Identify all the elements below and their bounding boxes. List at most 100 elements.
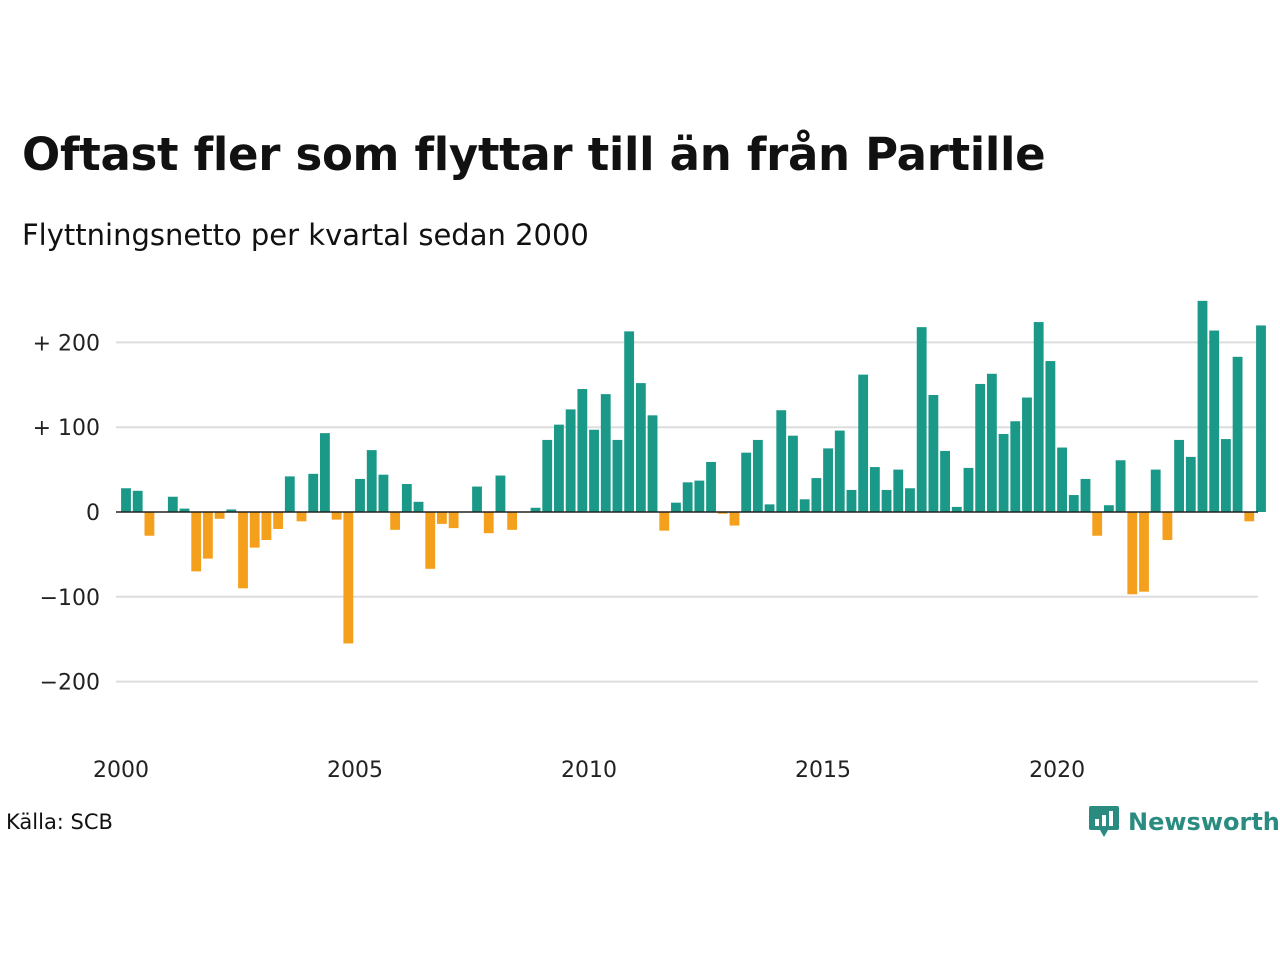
bar — [834, 430, 845, 512]
bar — [179, 508, 190, 512]
bar — [530, 507, 541, 512]
bar — [296, 512, 307, 522]
bar — [951, 506, 962, 512]
bar — [1209, 330, 1220, 512]
x-tick-label: 2010 — [561, 758, 617, 783]
bar — [975, 383, 986, 512]
y-tick-label: + 200 — [33, 331, 100, 356]
bar — [1256, 325, 1266, 512]
bar — [1057, 447, 1067, 512]
x-axis-ticks: 2000 2005 2010 2015 2020 — [93, 758, 1085, 783]
bar — [565, 409, 576, 512]
y-axis-ticks: + 200 + 100 0 −100 −200 — [33, 331, 100, 695]
bar — [752, 439, 763, 512]
bar — [167, 496, 178, 512]
bar — [1010, 421, 1021, 512]
bar — [1033, 322, 1044, 512]
bar — [542, 439, 553, 512]
bar — [554, 424, 564, 512]
bar — [776, 410, 787, 512]
bar — [1139, 512, 1149, 592]
bar — [437, 512, 447, 524]
bar — [413, 501, 424, 512]
bar — [1232, 356, 1243, 512]
y-tick-label: −100 — [40, 586, 100, 611]
bar — [1092, 512, 1103, 536]
bar — [483, 512, 494, 534]
bar — [1045, 361, 1056, 512]
bar — [132, 490, 143, 512]
bar — [495, 475, 506, 512]
bar — [1127, 512, 1138, 595]
bar — [858, 374, 869, 512]
bar — [448, 512, 459, 529]
bar — [1080, 478, 1091, 512]
bar — [717, 512, 728, 514]
y-tick-label: −200 — [40, 671, 100, 696]
bar — [916, 327, 927, 512]
y-tick-label: + 100 — [33, 416, 100, 441]
brand-logo: Newsworthy — [1088, 804, 1280, 840]
gridlines — [116, 341, 1258, 683]
bar — [249, 512, 260, 548]
x-tick-label: 2015 — [795, 758, 851, 783]
bar — [390, 512, 401, 530]
bar — [729, 512, 740, 526]
bar — [741, 452, 752, 512]
bar — [261, 512, 272, 540]
bar — [1115, 460, 1126, 512]
newsworthy-logo-icon — [1089, 806, 1119, 837]
bar — [869, 467, 880, 512]
bar — [589, 429, 599, 512]
bar — [284, 476, 295, 512]
bar — [694, 480, 705, 512]
bar — [963, 467, 974, 512]
bar — [671, 502, 681, 512]
chart-subtitle: Flyttningsnetto per kvartal sedan 2000 — [22, 218, 589, 252]
bar — [647, 415, 658, 512]
bar — [577, 389, 588, 512]
bar — [799, 499, 810, 512]
bar — [1068, 495, 1079, 512]
bar — [425, 512, 436, 569]
x-tick-label: 2020 — [1029, 758, 1085, 783]
bar — [320, 433, 330, 512]
bar — [1244, 512, 1255, 522]
bar — [401, 484, 412, 512]
chart-title: Oftast fler som flyttar till än från Par… — [22, 128, 1046, 181]
bar — [1220, 439, 1231, 512]
bar — [308, 473, 319, 512]
bar — [1197, 300, 1208, 512]
bar — [366, 450, 377, 512]
bar — [273, 512, 284, 529]
bar — [202, 512, 213, 559]
bar — [764, 504, 775, 512]
bar-chart: + 200 + 100 0 −100 −200 2000 2005 2010 2015 2020 — [33, 300, 1266, 783]
bar — [331, 512, 342, 520]
bar — [507, 512, 518, 530]
bar — [659, 512, 670, 531]
bar — [1185, 456, 1196, 512]
bar — [893, 469, 904, 512]
bar — [1162, 512, 1173, 540]
brand-name: Newsworthy — [1128, 808, 1280, 836]
bar — [121, 488, 131, 512]
source-note: Källa: SCB — [6, 810, 113, 834]
bar — [226, 509, 237, 512]
bar — [378, 474, 389, 512]
bar — [881, 489, 892, 512]
bars — [121, 300, 1266, 644]
bar — [624, 331, 635, 512]
bar — [600, 394, 611, 512]
bar — [238, 512, 248, 589]
bar — [706, 461, 716, 512]
bar — [355, 478, 365, 512]
bar — [1150, 469, 1161, 512]
y-tick-label: 0 — [86, 501, 100, 526]
bar — [682, 482, 693, 512]
bar — [846, 489, 857, 512]
bar — [612, 439, 623, 512]
bar — [144, 512, 155, 536]
bar — [788, 435, 798, 512]
bar — [214, 512, 225, 519]
